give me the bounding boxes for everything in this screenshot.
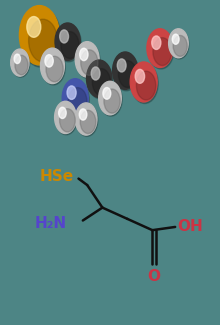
Text: H₂N: H₂N: [35, 216, 67, 231]
Circle shape: [104, 89, 120, 113]
Circle shape: [45, 55, 53, 67]
Circle shape: [75, 42, 99, 77]
Circle shape: [169, 29, 188, 58]
Circle shape: [29, 19, 57, 62]
Circle shape: [88, 61, 113, 99]
Circle shape: [80, 110, 96, 134]
Circle shape: [130, 62, 157, 102]
Circle shape: [81, 50, 98, 75]
Circle shape: [99, 81, 121, 115]
Circle shape: [76, 43, 100, 79]
Text: O: O: [147, 269, 160, 284]
Circle shape: [136, 71, 156, 100]
Circle shape: [60, 109, 75, 132]
Circle shape: [11, 50, 30, 77]
Circle shape: [79, 109, 87, 120]
Circle shape: [61, 32, 79, 58]
Circle shape: [68, 88, 87, 115]
Circle shape: [92, 69, 110, 96]
Circle shape: [15, 55, 28, 75]
Circle shape: [131, 64, 158, 104]
Circle shape: [75, 103, 97, 135]
Circle shape: [148, 30, 174, 69]
Circle shape: [169, 30, 189, 59]
Circle shape: [91, 67, 100, 80]
Circle shape: [14, 54, 20, 64]
Circle shape: [67, 86, 76, 99]
Circle shape: [100, 83, 122, 116]
Circle shape: [147, 29, 173, 68]
Circle shape: [19, 6, 59, 65]
Circle shape: [63, 80, 89, 119]
Circle shape: [114, 54, 139, 91]
Circle shape: [80, 48, 88, 61]
Circle shape: [46, 56, 63, 82]
Circle shape: [56, 24, 81, 62]
Circle shape: [117, 59, 126, 72]
Circle shape: [172, 34, 179, 44]
Circle shape: [55, 23, 80, 60]
Circle shape: [135, 69, 145, 83]
Circle shape: [41, 49, 65, 85]
Circle shape: [86, 60, 112, 98]
Circle shape: [152, 36, 161, 49]
Circle shape: [21, 8, 61, 67]
Circle shape: [62, 79, 88, 117]
Circle shape: [118, 60, 137, 87]
Circle shape: [40, 48, 64, 84]
Circle shape: [60, 30, 68, 43]
Circle shape: [27, 17, 41, 37]
Circle shape: [173, 35, 187, 56]
Circle shape: [153, 38, 172, 66]
Circle shape: [113, 52, 138, 89]
Circle shape: [55, 103, 77, 135]
Circle shape: [55, 101, 76, 134]
Circle shape: [11, 49, 29, 76]
Circle shape: [103, 87, 111, 99]
Text: HSe: HSe: [39, 170, 73, 185]
Text: OH: OH: [177, 219, 203, 234]
Circle shape: [59, 107, 66, 119]
Circle shape: [76, 104, 98, 136]
